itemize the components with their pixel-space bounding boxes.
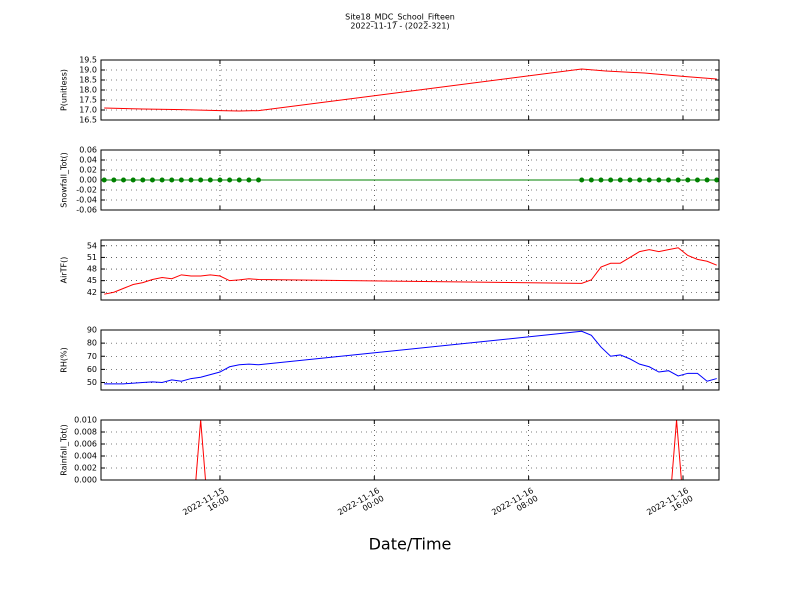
chart-title: Site18_MDC_School_Fifteen [345, 13, 455, 22]
plot-area [101, 330, 719, 390]
data-point [694, 177, 700, 183]
y-axis-label: P(unitless) [60, 69, 69, 111]
data-point [149, 177, 155, 183]
data-point [121, 177, 127, 183]
data-point [207, 177, 213, 183]
y-tick-label: 51 [87, 253, 97, 262]
data-point [608, 177, 614, 183]
plot-frame [100, 329, 720, 391]
y-tick-label: -0.02 [76, 186, 97, 195]
y-axis-label: RH(%) [60, 347, 69, 372]
y-tick-label: 90 [87, 326, 97, 335]
plot-area [101, 420, 719, 480]
data-point [130, 177, 136, 183]
y-tick-label: 54 [87, 241, 97, 250]
data-point [246, 177, 252, 183]
data-point [646, 177, 652, 183]
y-tick-label: 45 [87, 276, 97, 285]
data-line [104, 330, 717, 385]
data-line [104, 68, 717, 112]
data-point [101, 177, 107, 183]
y-tick-label: 80 [87, 339, 97, 348]
data-point [236, 177, 242, 183]
y-tick-label: 0.06 [79, 146, 97, 155]
data-point [159, 177, 165, 183]
data-point [675, 177, 681, 183]
y-tick-label: 17.0 [79, 106, 97, 115]
data-point [178, 177, 184, 183]
y-tick-label: 50 [87, 378, 97, 387]
plot-area [101, 240, 719, 300]
y-axis-label: Snowfall_Tot() [60, 152, 69, 208]
y-tick-label: 19.0 [79, 66, 97, 75]
y-tick-label: 0.04 [79, 156, 97, 165]
y-tick-label: 42 [87, 288, 97, 297]
data-line [104, 247, 717, 295]
y-tick-label: 0.004 [74, 452, 97, 461]
y-axis-label: Rainfall_Tot() [60, 424, 69, 476]
plot-frame [100, 59, 720, 121]
data-point [617, 177, 623, 183]
y-tick-label: 60 [87, 365, 97, 374]
y-tick-label: 18.0 [79, 86, 97, 95]
y-tick-label: -0.04 [76, 196, 97, 205]
data-point [588, 177, 594, 183]
plot-frame [100, 149, 720, 211]
y-tick-label: 0.006 [74, 440, 97, 449]
data-point [579, 177, 585, 183]
data-point [656, 177, 662, 183]
y-tick-label: -0.06 [76, 206, 97, 215]
data-point [256, 177, 262, 183]
data-point [685, 177, 691, 183]
y-tick-label: 70 [87, 352, 97, 361]
y-tick-label: 17.5 [79, 96, 97, 105]
data-point [169, 177, 175, 183]
y-tick-label: 0.00 [79, 176, 97, 185]
y-tick-label: 18.5 [79, 76, 97, 85]
y-tick-label: 16.5 [79, 116, 97, 125]
data-point [704, 177, 710, 183]
y-tick-label: 0.000 [74, 476, 97, 485]
x-axis-label: Date/Time [369, 535, 452, 554]
y-tick-label: 19.5 [79, 56, 97, 65]
data-point [217, 177, 223, 183]
data-point [198, 177, 204, 183]
y-tick-label: 0.010 [74, 416, 97, 425]
y-tick-label: 0.02 [79, 166, 97, 175]
data-point [598, 177, 604, 183]
y-tick-label: 0.008 [74, 428, 97, 437]
data-point [714, 177, 720, 183]
plot-frame [100, 239, 720, 301]
chart-subtitle: 2022-11-17 - (2022-321) [350, 22, 449, 31]
y-axis-label: AirTF() [60, 257, 69, 284]
data-point [637, 177, 643, 183]
data-point [188, 177, 194, 183]
data-point [227, 177, 233, 183]
data-point [627, 177, 633, 183]
y-tick-label: 0.002 [74, 464, 97, 473]
data-point [111, 177, 117, 183]
data-point [666, 177, 672, 183]
data-point [140, 177, 146, 183]
plot-frame [100, 419, 720, 481]
y-tick-label: 48 [87, 265, 97, 274]
